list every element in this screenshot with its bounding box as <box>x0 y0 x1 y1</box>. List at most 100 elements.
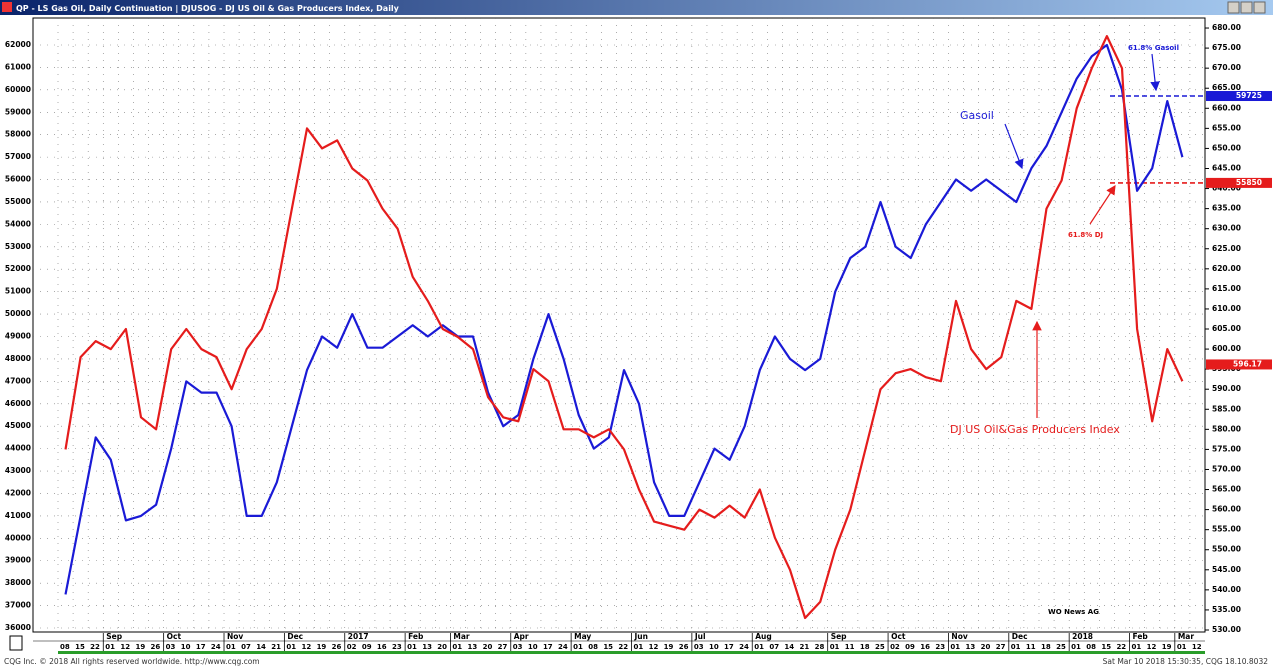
y-tick-label: 40000 <box>5 533 31 542</box>
y2-tick-label: 555.00 <box>1212 525 1241 534</box>
y-tick-label: 49000 <box>5 332 31 341</box>
close-button[interactable] <box>1253 1 1266 14</box>
annotation: DJ US Oil&Gas Producers Index <box>950 423 1120 436</box>
x-tick-label: 01 <box>1177 643 1187 651</box>
value-badge-label: 596.17 <box>1233 359 1262 368</box>
series-line <box>64 35 1184 620</box>
y-tick-label: 50000 <box>5 309 31 318</box>
x-tick-label: 01 <box>1011 643 1021 651</box>
window-buttons[interactable] <box>1227 1 1266 14</box>
x-tick-label: 10 <box>181 643 191 651</box>
y2-tick-label: 680.00 <box>1212 23 1241 32</box>
x-tick-label: 19 <box>1162 643 1172 651</box>
annotation: 61.8% Gasoil <box>1128 44 1179 52</box>
x-tick-label: 15 <box>603 643 613 651</box>
y2-tick-label: 615.00 <box>1212 284 1241 293</box>
x-tick-label: 13 <box>467 643 477 651</box>
x-tick-label: 12 <box>120 643 130 651</box>
y-tick-label: 57000 <box>5 152 31 161</box>
minimize-button[interactable] <box>1227 1 1240 14</box>
x-tick-label: 01 <box>830 643 840 651</box>
session-strip <box>58 651 1205 654</box>
x-tick-label: 24 <box>558 643 568 651</box>
title-series-2: DJUSOG - DJ US Oil & Gas Producers Index… <box>181 4 400 13</box>
axis-corner[interactable] <box>9 635 23 651</box>
y2-tick-label: 565.00 <box>1212 485 1241 494</box>
x-tick-label: 14 <box>784 643 794 651</box>
x-tick-label: 26 <box>332 643 342 651</box>
x-tick-label: 01 <box>950 643 960 651</box>
dj-fib-arrow <box>1089 184 1116 225</box>
y2-tick-label: 580.00 <box>1212 424 1241 433</box>
month-label: Apr <box>514 632 529 641</box>
x-tick-label: 15 <box>75 643 85 651</box>
x-tick-label: 10 <box>528 643 538 651</box>
x-tick-label: 07 <box>769 643 779 651</box>
y2-tick-label: 530.00 <box>1212 625 1241 634</box>
maximize-button[interactable] <box>1240 1 1253 14</box>
x-tick-label: 12 <box>1147 643 1157 651</box>
y-tick-label: 53000 <box>5 242 31 251</box>
y2-tick-label: 655.00 <box>1212 123 1241 132</box>
x-tick-label: 22 <box>618 643 628 651</box>
x-tick-label: 12 <box>649 643 659 651</box>
value-badge-label: 55850 <box>1236 178 1262 187</box>
y2-tick-label: 535.00 <box>1212 605 1241 614</box>
x-tick-label: 21 <box>271 643 281 651</box>
x-tick-label: 08 <box>588 643 598 651</box>
x-tick-label: 26 <box>151 643 161 651</box>
gasoil-fib-arrow <box>1150 53 1160 92</box>
month-label: Sep <box>831 632 847 641</box>
window-title: QP - LS Gas Oil, Daily Continuation | DJ… <box>16 4 400 13</box>
value-badge-label: 59725 <box>1236 91 1262 100</box>
y-tick-label: 54000 <box>5 219 31 228</box>
y2-tick-label: 610.00 <box>1212 304 1241 313</box>
y-tick-label: 59000 <box>5 107 31 116</box>
y-tick-label: 44000 <box>5 444 31 453</box>
x-tick-label: 18 <box>860 643 870 651</box>
x-tick-label: 03 <box>513 643 523 651</box>
x-tick-label: 24 <box>739 643 749 651</box>
y2-tick-label: 560.00 <box>1212 505 1241 514</box>
x-tick-label: 08 <box>1086 643 1096 651</box>
y2-tick-label: 645.00 <box>1212 163 1241 172</box>
y-tick-label: 41000 <box>5 511 31 520</box>
month-label: Aug <box>755 632 772 641</box>
y-tick-label: 46000 <box>5 399 31 408</box>
title-series-1: QP - LS Gas Oil, Daily Continuation <box>16 4 173 13</box>
grid <box>33 18 1205 632</box>
x-tick-label: 01 <box>634 643 644 651</box>
y-tick-label: 62000 <box>5 40 31 49</box>
y-tick-label: 56000 <box>5 175 31 184</box>
x-tick-label: 01 <box>754 643 764 651</box>
month-label: May <box>574 632 591 641</box>
month-label: Feb <box>1133 632 1149 641</box>
x-tick-label: 09 <box>905 643 915 651</box>
x-tick-label: 20 <box>483 643 493 651</box>
month-label: Oct <box>891 632 906 641</box>
y2-tick-label: 600.00 <box>1212 344 1241 353</box>
y2-tick-label: 540.00 <box>1212 585 1241 594</box>
y-tick-label: 45000 <box>5 421 31 430</box>
x-tick-label: 01 <box>1071 643 1081 651</box>
x-tick-label: 22 <box>1116 643 1126 651</box>
title-separator: | <box>173 4 182 13</box>
y-tick-label: 55000 <box>5 197 31 206</box>
x-tick-label: 01 <box>105 643 115 651</box>
x-tick-label: 13 <box>422 643 432 651</box>
x-tick-label: 03 <box>166 643 176 651</box>
value-badge <box>1206 177 1272 188</box>
y-tick-label: 36000 <box>5 623 31 632</box>
y2-tick-label: 630.00 <box>1212 224 1241 233</box>
month-label: Sep <box>106 632 122 641</box>
y-tick-label: 58000 <box>5 130 31 139</box>
x-tick-label: 23 <box>392 643 402 651</box>
title-bar <box>0 0 1273 15</box>
y2-tick-label: 575.00 <box>1212 444 1241 453</box>
x-tick-label: 12 <box>1192 643 1202 651</box>
x-tick-label: 27 <box>996 643 1006 651</box>
watermark: WO News AG <box>1048 608 1099 616</box>
gasoil-arrow <box>1004 123 1024 170</box>
